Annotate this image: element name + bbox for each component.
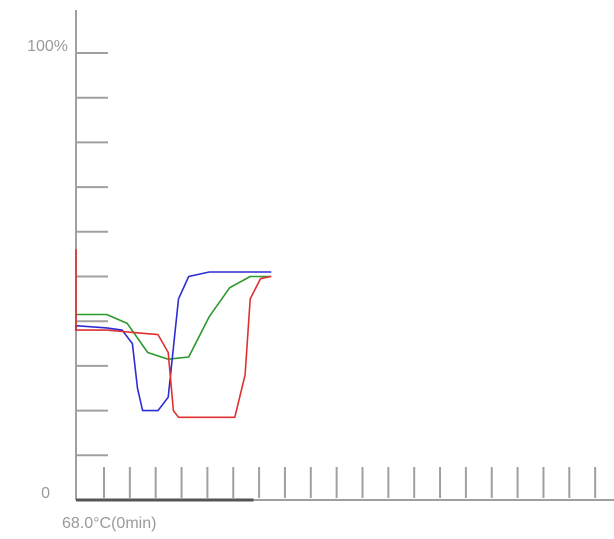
series-line-0: [75, 275, 272, 360]
x-axis-start-label: 68.0°C(0min): [62, 515, 156, 532]
series-line-2: [75, 248, 272, 419]
y-axis-max-label: 100%: [27, 38, 68, 55]
y-ticks: [76, 52, 108, 457]
y-axis-group: 100% 0: [27, 10, 108, 502]
series-lines: [75, 248, 272, 419]
x-axis-group: 68.0°C(0min): [62, 467, 614, 532]
y-axis-min-label: 0: [41, 485, 50, 502]
series-line-1: [75, 271, 272, 412]
x-ticks: [103, 467, 597, 498]
